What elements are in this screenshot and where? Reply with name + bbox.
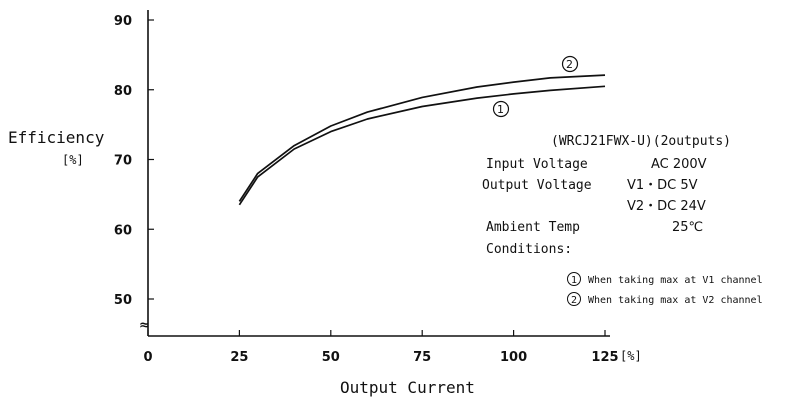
series-line-1	[238, 85, 606, 206]
y-axis-unit: [%]	[62, 153, 84, 167]
y-tick-label: 50	[114, 293, 132, 308]
output-voltage-v1: V1・DC 5V	[627, 178, 698, 193]
series-line-2	[238, 74, 606, 202]
ambient-temp-label: Ambient Temp	[486, 220, 580, 235]
conditions-label: Conditions:	[486, 242, 572, 257]
y-tick-label: 80	[114, 84, 132, 99]
x-tick-label: 25	[230, 350, 248, 365]
y-axis-title: Efficiency	[8, 128, 105, 147]
x-axis-unit: [%]	[620, 349, 642, 363]
note-1-marker: 1	[571, 275, 577, 286]
input-voltage-value: AC 200V	[651, 157, 707, 172]
input-voltage-label: Input Voltage	[486, 157, 588, 172]
model-label: (WRCJ21FWX-U)(2outputs)	[551, 134, 731, 149]
axis-break-symbol: ≈	[139, 318, 150, 333]
note-2-marker-circle	[567, 292, 581, 306]
x-tick-label: 50	[322, 350, 340, 365]
ambient-temp-value: 25℃	[672, 220, 703, 235]
series-1-marker-circle	[492, 100, 510, 118]
series-2-marker-circle	[561, 55, 579, 73]
series-2-marker-label: 2	[566, 58, 573, 71]
y-tick-label: 70	[114, 154, 132, 169]
output-voltage-label: Output Voltage	[482, 178, 592, 193]
note-2-text: When taking max at V2 channel	[588, 295, 763, 306]
x-tick-label: 125	[591, 350, 618, 365]
note-1-text: When taking max at V1 channel	[588, 275, 763, 286]
note-2-marker: 2	[571, 295, 577, 306]
x-axis-title: Output Current	[340, 378, 475, 397]
y-tick-label: 60	[114, 223, 132, 238]
y-tick-label: 90	[114, 14, 132, 29]
output-voltage-v2: V2・DC 24V	[627, 199, 706, 214]
x-tick-label: 100	[500, 350, 527, 365]
x-tick-label: 75	[413, 350, 431, 365]
series-1-marker-label: 1	[497, 103, 504, 116]
note-1-marker-circle	[567, 272, 581, 286]
x-tick-label: 0	[143, 350, 152, 365]
